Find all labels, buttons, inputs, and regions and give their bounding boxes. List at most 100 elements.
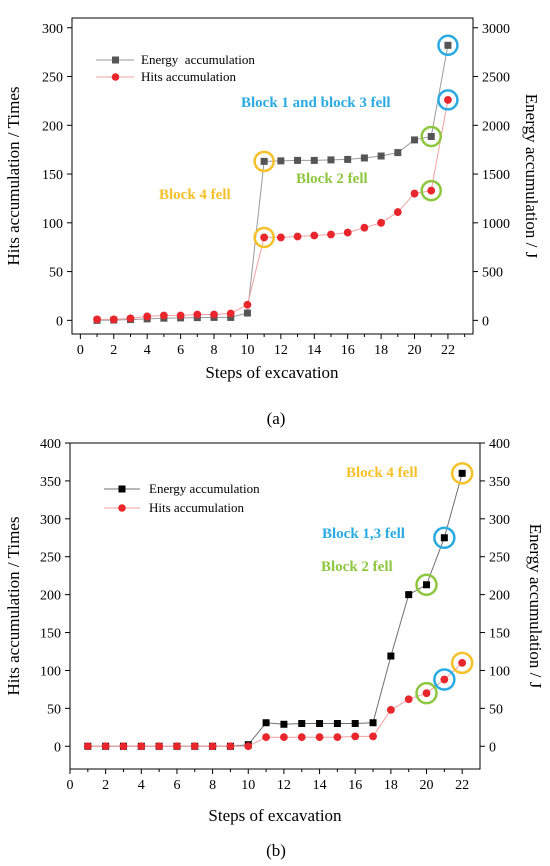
data-point-hits (155, 742, 164, 751)
annotation-block-4-fell: Block 4 fell (346, 465, 418, 481)
x-tick-label: 8 (209, 778, 216, 793)
data-point-hits (226, 742, 235, 751)
x-axis-title: Steps of excavation (205, 363, 339, 382)
annotation-block-4-fell: Block 4 fell (159, 187, 231, 203)
y-axis-title-left: Hits accumulation / Times (4, 517, 23, 696)
y-right-tick-label: 150 (489, 627, 510, 642)
y-left-tick-label: 50 (49, 266, 63, 281)
series-group (83, 469, 467, 751)
data-point-energy (316, 720, 324, 728)
data-point-hits (244, 742, 253, 751)
data-point-hits (343, 228, 352, 237)
data-point-hits (327, 230, 335, 239)
highlight-circles (415, 462, 474, 705)
y-left-tick-label: 0 (54, 740, 61, 755)
data-point-hits (173, 742, 181, 751)
y-right-tick-label: 400 (489, 437, 510, 452)
x-tick-label: 4 (138, 778, 145, 793)
highlight-circle (433, 668, 456, 691)
y-left-tick-label: 400 (40, 437, 61, 452)
x-tick-label: 2 (110, 343, 117, 358)
data-point-energy (360, 154, 368, 162)
highlight-circle (253, 150, 275, 173)
panel-label-a: (a) (267, 409, 286, 428)
y-right-tick-label: 2500 (482, 71, 510, 86)
y-left-tick-label: 50 (47, 702, 61, 717)
series-line-energy (97, 45, 449, 321)
data-point-energy (277, 157, 285, 165)
data-point-energy (294, 156, 302, 164)
y-left-tick-label: 250 (42, 71, 63, 86)
data-point-hits (280, 733, 288, 742)
y-axis-title-right: Energy accumulation / J (526, 524, 545, 689)
y-right-tick-label: 500 (482, 266, 503, 281)
x-tick-label: 8 (211, 343, 218, 358)
annotation-block-2-fell: Block 2 fell (296, 171, 368, 187)
data-point-hits (226, 309, 235, 318)
legend-marker-energy (112, 56, 119, 64)
data-point-hits (262, 733, 270, 742)
x-tick-label: 16 (348, 778, 362, 793)
highlight-circle (450, 651, 474, 675)
data-point-energy (440, 534, 448, 542)
annotation-block-1-and-block-3-fell: Block 1 and block 3 fell (241, 95, 391, 111)
y-left-tick-label: 100 (42, 217, 63, 232)
data-point-hits (243, 300, 252, 309)
x-tick-label: 4 (144, 343, 151, 358)
y-right-tick-label: 250 (489, 551, 510, 566)
x-tick-label: 12 (274, 343, 288, 358)
data-point-hits (109, 315, 118, 324)
plot-frame (69, 442, 481, 770)
data-point-energy (344, 155, 352, 163)
annotation-block-2-fell: Block 2 fell (321, 559, 393, 575)
data-point-energy (298, 720, 306, 728)
highlight-circle (415, 681, 438, 705)
y-left-tick-label: 200 (42, 119, 63, 134)
highlight-circle (415, 573, 438, 597)
data-point-energy (351, 720, 359, 728)
highlight-circle (253, 226, 275, 249)
axis-ticks: 0 2 4 6 8 10 12 14 16 18 20 22050100150200250300050… (42, 22, 510, 358)
highlight-circle (437, 89, 459, 111)
series-line-hits (87, 662, 463, 747)
y-right-tick-label: 200 (489, 589, 510, 604)
x-tick-label: 20 (408, 343, 422, 358)
y-left-tick-label: 150 (40, 627, 61, 642)
data-point-energy (377, 152, 385, 160)
data-point-energy (260, 157, 268, 165)
y-right-tick-label: 0 (482, 314, 489, 329)
axis-ticks: 0 2 4 6 8 10 12 14 16 18 20 22 0 50 100 150 200 250 300 350… (40, 437, 510, 793)
data-point-hits (210, 310, 218, 319)
data-point-energy (333, 720, 341, 728)
x-tick-label: 6 (173, 778, 180, 793)
x-tick-label: 2 (102, 778, 109, 793)
x-tick-label: 22 (455, 778, 469, 793)
x-tick-label: 14 (307, 343, 321, 358)
x-tick-label: 22 (441, 343, 455, 358)
data-point-energy (227, 313, 235, 321)
y-right-tick-label: 3000 (482, 22, 510, 37)
data-point-energy (423, 581, 431, 589)
data-point-hits (369, 732, 377, 741)
legend-label-energy: Energy accumulation (149, 481, 260, 496)
legend: Energy accumulation Hits accumulation (104, 481, 260, 515)
y-right-tick-label: 0 (489, 740, 496, 755)
highlight-circle (420, 125, 442, 148)
data-point-hits (159, 311, 168, 320)
y-left-tick-label: 300 (42, 22, 63, 37)
x-tick-label: 16 (341, 343, 355, 358)
data-point-energy (387, 652, 395, 660)
data-point-hits (101, 742, 110, 751)
x-tick-label: 10 (240, 343, 254, 358)
highlight-circles (253, 34, 459, 249)
x-tick-label: 0 (67, 778, 74, 793)
highlight-circle (433, 526, 456, 550)
y-right-tick-label: 100 (489, 664, 510, 679)
y-left-tick-label: 300 (40, 513, 61, 528)
data-point-energy (262, 719, 270, 727)
y-left-tick-label: 350 (40, 475, 61, 490)
y-left-tick-label: 200 (40, 589, 61, 604)
data-point-hits (143, 312, 152, 321)
y-right-tick-label: 350 (489, 475, 510, 490)
